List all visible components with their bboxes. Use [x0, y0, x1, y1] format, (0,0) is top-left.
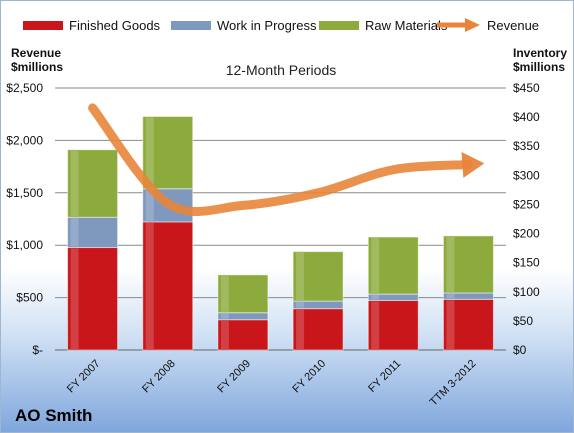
- legend-swatch-raw-materials: [319, 20, 359, 30]
- bar-highlight: [145, 222, 154, 349]
- bar-highlight: [220, 320, 229, 349]
- bar-highlight: [371, 295, 380, 300]
- bar-segment-raw: [217, 274, 269, 314]
- legend-item-work-in-progress: Work in Progress: [171, 15, 316, 35]
- left-tick-label: $2,500: [6, 81, 43, 95]
- bar-highlight: [371, 238, 380, 294]
- category-label: FY 2011: [366, 358, 403, 395]
- revenue-line: [88, 103, 473, 217]
- legend-label-work-in-progress: Work in Progress: [217, 17, 317, 33]
- right-tick-label: $250: [513, 197, 540, 211]
- left-tick-label: $-: [32, 343, 43, 357]
- right-axis-title-line2: $millions: [513, 60, 566, 74]
- legend-label-revenue: Revenue: [487, 17, 540, 33]
- bar-highlight: [371, 301, 380, 349]
- right-tick-label: $350: [513, 139, 540, 153]
- legend-item-finished-goods: Finished Goods: [23, 15, 160, 35]
- bar-highlight: [446, 300, 455, 349]
- bar-highlight: [145, 117, 154, 188]
- bar-segment-finished: [142, 221, 194, 351]
- bar-segment-finished: [217, 319, 269, 351]
- left-tick-label: $1,000: [6, 238, 43, 252]
- category-label: FY 2008: [140, 358, 178, 396]
- right-axis-title: Inventory $millions: [513, 46, 567, 74]
- bar-segment-raw: [367, 236, 419, 295]
- bar-highlight: [220, 275, 229, 312]
- right-tick-label: $50: [513, 314, 533, 328]
- legend-swatch-finished-goods: [23, 20, 63, 30]
- bar-highlight: [145, 189, 154, 221]
- bar-highlight: [296, 302, 305, 308]
- bar-highlight: [70, 218, 79, 247]
- legend-label-raw-materials: Raw Materials: [365, 17, 448, 33]
- bar-highlight: [296, 309, 305, 349]
- bar-segment-raw: [292, 251, 344, 302]
- left-tick-label: $500: [16, 291, 43, 305]
- chart-title: 12-Month Periods: [226, 62, 337, 78]
- bar-highlight: [70, 150, 79, 217]
- bar-segment-raw: [442, 235, 494, 294]
- category-label: TTM 3-2012: [428, 358, 479, 409]
- left-axis-title-line2: $millions: [11, 60, 64, 74]
- right-tick-label: $200: [513, 227, 540, 241]
- left-axis-title: Revenue $millions: [11, 46, 63, 74]
- bar-highlight: [70, 248, 79, 349]
- revenue-arrowhead: [461, 151, 485, 178]
- bar-segment-finished: [367, 300, 419, 351]
- bar-highlight: [296, 252, 305, 301]
- right-tick-label: $100: [513, 285, 540, 299]
- bar-segment-raw: [142, 116, 194, 190]
- left-tick-label: $1,500: [6, 186, 43, 200]
- left-tick-label: $2,000: [6, 133, 43, 147]
- bar-segment-finished: [442, 298, 494, 351]
- legend: Finished Goods Work in Progress Raw Mate…: [1, 15, 573, 35]
- legend-arrow-icon: [437, 18, 480, 32]
- bar-highlight: [220, 313, 229, 319]
- bar-highlight: [446, 293, 455, 299]
- legend-label-finished-goods: Finished Goods: [69, 17, 161, 33]
- left-axis-title-line1: Revenue: [11, 46, 62, 60]
- bar-segment-raw: [67, 149, 119, 218]
- category-label: FY 2007: [65, 358, 103, 396]
- right-tick-label: $450: [513, 81, 540, 95]
- company-name: AO Smith: [15, 406, 93, 425]
- category-label: FY 2010: [290, 358, 328, 396]
- legend-item-revenue: Revenue: [435, 15, 539, 35]
- legend-swatch-work-in-progress: [171, 20, 211, 30]
- right-tick-label: $400: [513, 110, 540, 124]
- legend-item-raw-materials: Raw Materials: [319, 15, 447, 35]
- right-tick-label: $300: [513, 168, 540, 182]
- category-label: FY 2009: [215, 358, 253, 396]
- right-axis-title-line1: Inventory: [513, 46, 568, 60]
- bar-highlight: [446, 236, 455, 292]
- right-tick-label: $150: [513, 256, 540, 270]
- right-tick-label: $0: [513, 343, 527, 357]
